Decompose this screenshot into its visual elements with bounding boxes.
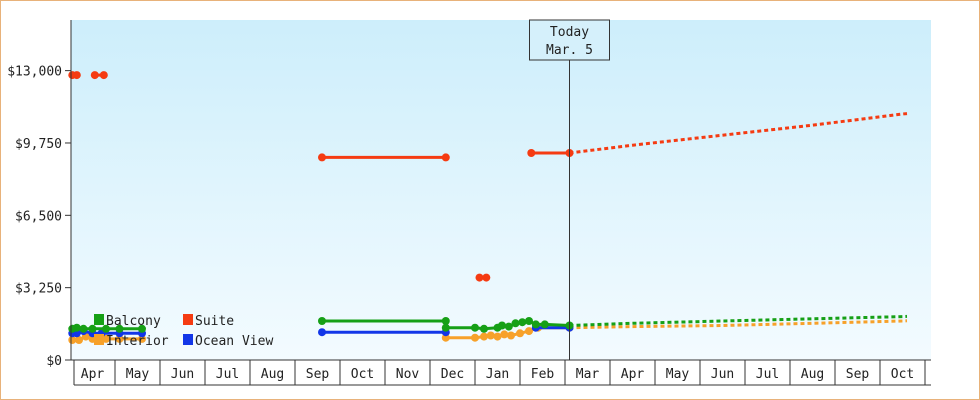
data-point-balcony [540, 320, 549, 329]
y-tick-label: $13,000 [7, 65, 62, 80]
projection-line-suite [569, 112, 908, 155]
series-suite [68, 71, 908, 282]
data-point-balcony [72, 323, 81, 332]
legend-label-interior: Interior [106, 334, 169, 349]
data-point-balcony [525, 317, 533, 325]
data-point-ocean-view [318, 328, 326, 337]
data-point-interior [493, 332, 502, 341]
data-point-interior [516, 329, 524, 338]
x-tick-label: Aug [801, 367, 824, 382]
legend-label-balcony: Balcony [106, 314, 161, 329]
y-tick-label: $3,250 [15, 282, 62, 297]
x-tick-label: Nov [396, 367, 420, 382]
legend-swatch-balcony [94, 314, 104, 325]
legend-swatch-interior [94, 334, 104, 345]
x-tick-label: Sep [846, 367, 870, 382]
data-point-balcony [318, 317, 326, 325]
plot-area [71, 20, 931, 360]
data-point-suite [99, 71, 108, 80]
data-point-interior [115, 334, 124, 343]
x-tick-label: Aug [261, 367, 284, 382]
x-tick-label: Sep [306, 367, 330, 382]
data-point-balcony [441, 323, 450, 332]
data-point-suite [72, 71, 81, 80]
x-tick-label: Jul [756, 367, 779, 382]
x-tick-label: Apr [621, 367, 645, 382]
data-point-balcony [511, 319, 520, 328]
data-point-balcony [88, 324, 97, 333]
data-point-balcony [504, 322, 513, 331]
data-point-interior [500, 330, 509, 339]
legend: Balcony Suite Interior Ocean View [94, 314, 273, 349]
data-point-suite [90, 71, 99, 80]
data-point-suite [318, 153, 326, 162]
data-point-balcony [441, 317, 450, 325]
projection-line-balcony [569, 314, 908, 327]
data-point-balcony [471, 323, 479, 332]
data-point-interior [486, 331, 495, 340]
data-point-balcony [102, 324, 110, 333]
x-tick-label: May [126, 367, 150, 382]
data-point-interior [507, 331, 515, 340]
x-tick-label: Feb [531, 367, 555, 382]
data-point-balcony [480, 324, 488, 333]
data-point-balcony [115, 324, 124, 333]
today-date: Mar. 5 [546, 43, 593, 58]
x-tick-label: Oct [891, 367, 914, 382]
x-tick-label: Jul [216, 367, 239, 382]
data-point-balcony [518, 318, 527, 327]
data-point-interior [68, 336, 77, 344]
y-tick-label: $6,500 [15, 209, 62, 224]
today-label: Today [550, 25, 589, 40]
y-tick-label: $0 [46, 354, 62, 369]
data-point-suite [527, 149, 536, 157]
x-tick-label: Apr [81, 367, 105, 382]
data-point-interior [525, 327, 533, 336]
data-point-interior [471, 333, 479, 342]
x-tick-label: Mar [576, 367, 600, 382]
y-tick-label: $9,750 [15, 137, 62, 152]
x-tick-label: Dec [441, 367, 464, 382]
data-point-balcony [531, 320, 540, 329]
x-tick-label: Jun [171, 367, 194, 382]
data-point-suite [475, 273, 484, 282]
today-box [529, 19, 610, 61]
data-point-suite [482, 273, 491, 282]
data-point-interior [480, 332, 488, 341]
data-point-balcony [498, 321, 506, 330]
data-point-balcony [79, 324, 88, 333]
legend-label-suite: Suite [195, 314, 234, 329]
legend-swatch-suite [183, 314, 193, 325]
data-point-interior [75, 336, 83, 344]
x-tick-label: May [666, 367, 690, 382]
legend-swatch-ocean-view [183, 334, 193, 345]
data-point-suite [441, 153, 450, 162]
legend-label-ocean-view: Ocean View [195, 334, 273, 349]
axes-layer: Today Mar. 5 $0 $3,250 $6,500 $9,750 $13,000 Ap… [7, 19, 931, 386]
x-tick-label: Jun [711, 367, 734, 382]
data-point-interior [441, 333, 450, 342]
data-point-balcony [138, 324, 146, 333]
x-tick-label: Oct [351, 367, 374, 382]
projection-line-interior [569, 319, 908, 330]
data-point-interior [138, 334, 146, 343]
x-tick-label: Jan [486, 367, 509, 382]
